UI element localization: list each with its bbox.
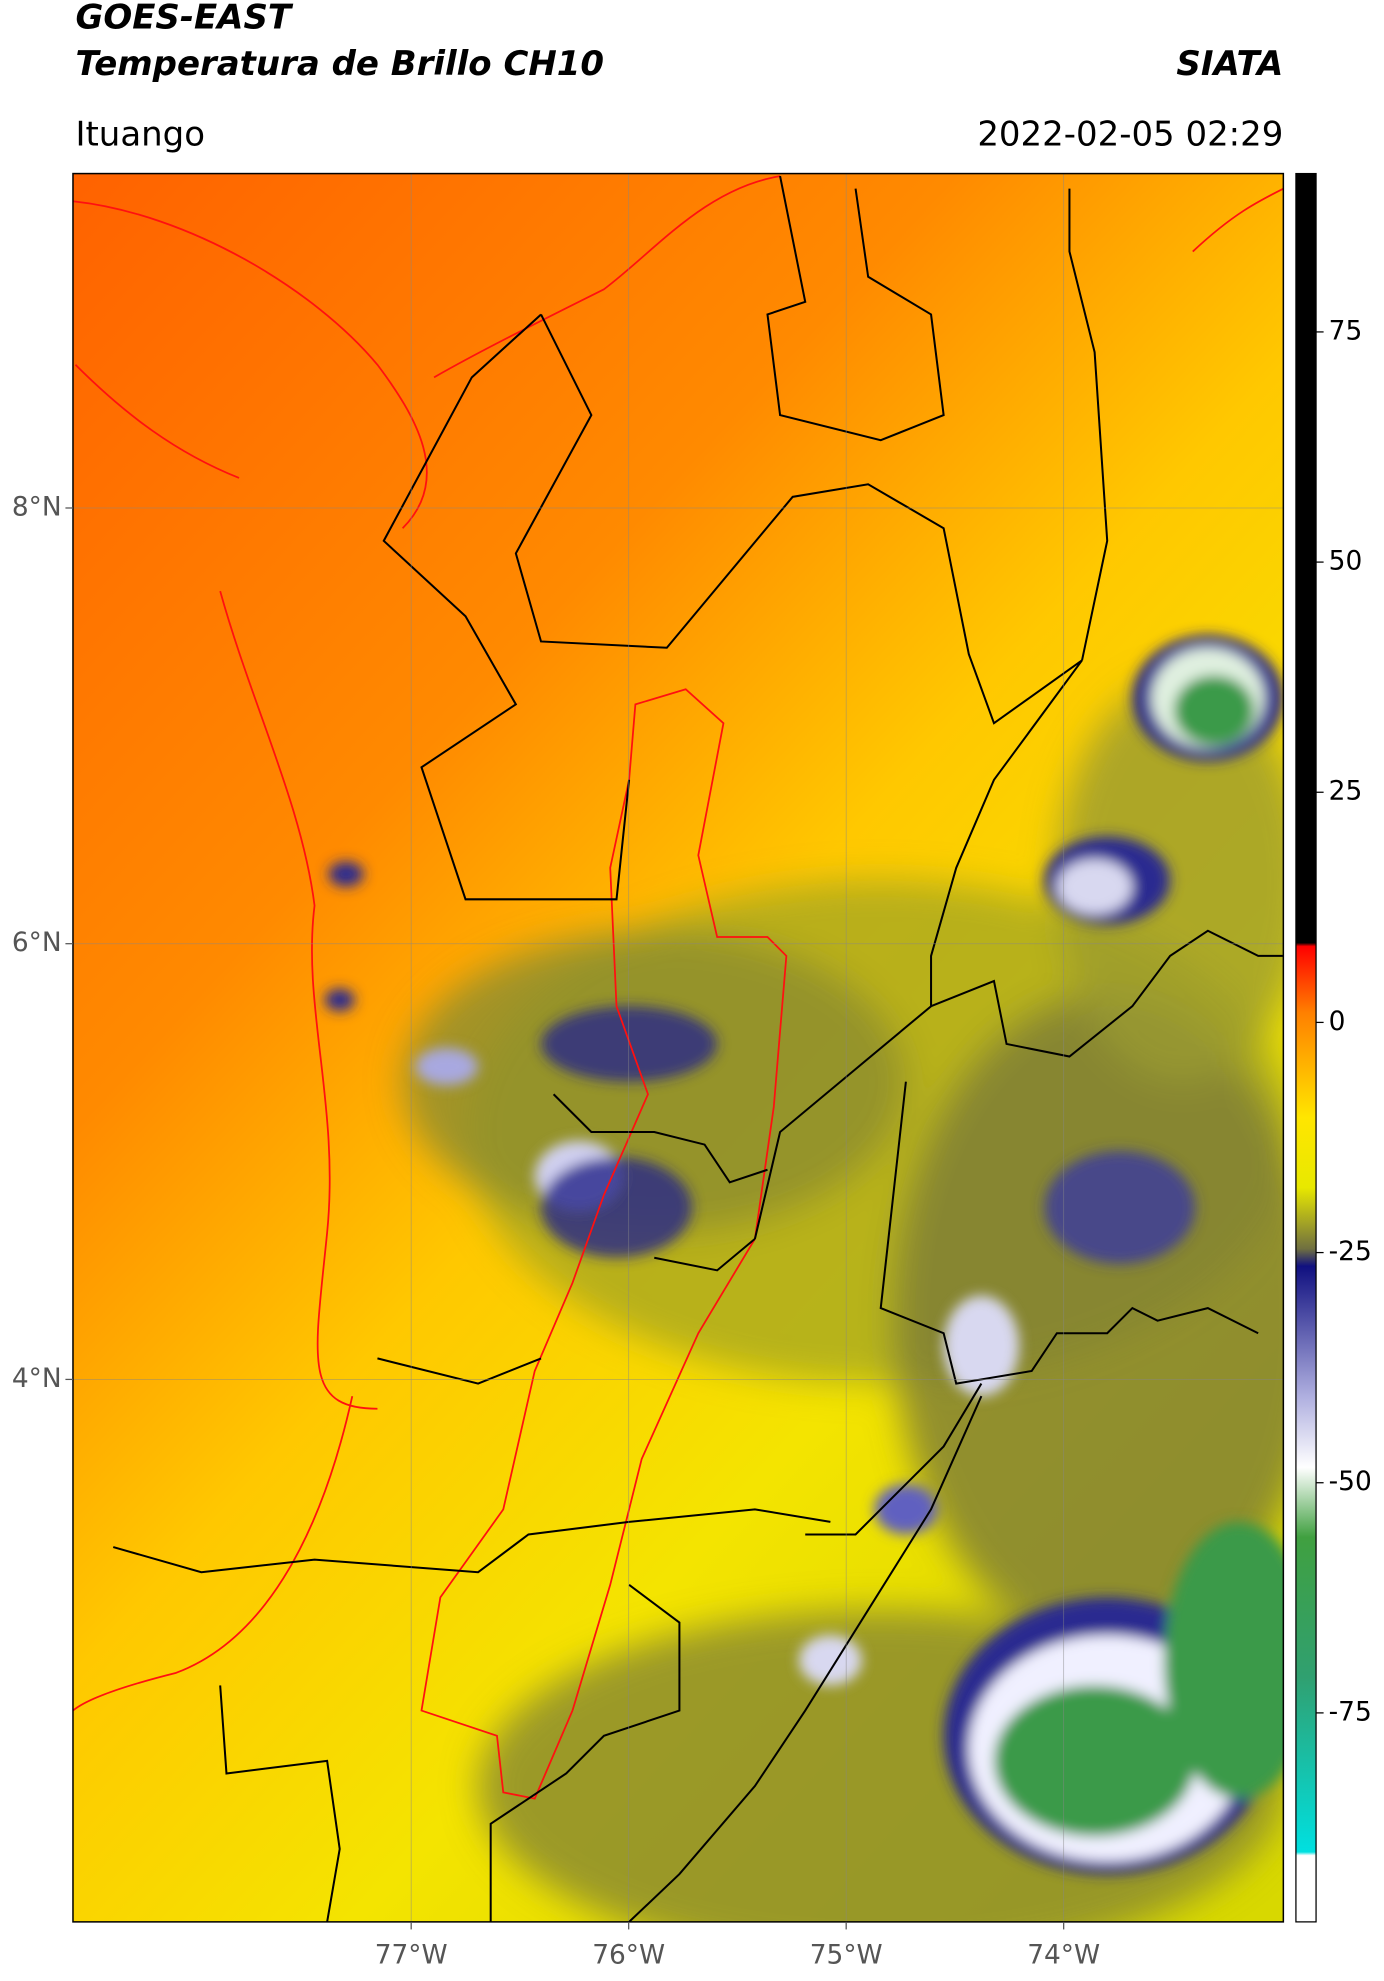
source: SIATA: [1176, 44, 1283, 84]
x-tick-label: 76°W: [592, 1939, 665, 1970]
map: [72, 173, 1284, 1922]
x-tick-label: 75°W: [810, 1939, 883, 1970]
axes: 77°W 76°W 75°W 74°W 8°N 6°N 4°N 75 50 25 0 -25 -50 -7…: [12, 315, 1372, 1970]
colorbar-tick-label: 0: [1329, 1006, 1346, 1037]
graticule: [72, 173, 1284, 1922]
colorbar: [1295, 172, 1317, 1923]
colorbar-tick-label: -50: [1329, 1466, 1372, 1497]
colorbar-tick-label: 25: [1329, 776, 1363, 807]
map-frame: [72, 172, 1285, 1923]
y-tick-label: 8°N: [12, 491, 62, 522]
title: GOES-EAST: [75, 0, 293, 37]
y-tick-label: 4°N: [12, 1363, 62, 1394]
colorbar-tick-label: 50: [1329, 546, 1363, 577]
subtitle: Temperatura de Brillo CH10: [75, 44, 604, 84]
colorbar-tick-label: -75: [1329, 1696, 1372, 1727]
datetime: 2022-02-05 02:29: [977, 114, 1283, 154]
y-tick-label: 6°N: [12, 927, 62, 958]
location: Ituango: [75, 114, 205, 154]
x-tick-label: 77°W: [375, 1939, 448, 1970]
colorbar-tick-label: -25: [1329, 1236, 1372, 1267]
x-tick-label: 74°W: [1027, 1939, 1100, 1970]
colorbar-tick-label: 75: [1329, 315, 1363, 346]
